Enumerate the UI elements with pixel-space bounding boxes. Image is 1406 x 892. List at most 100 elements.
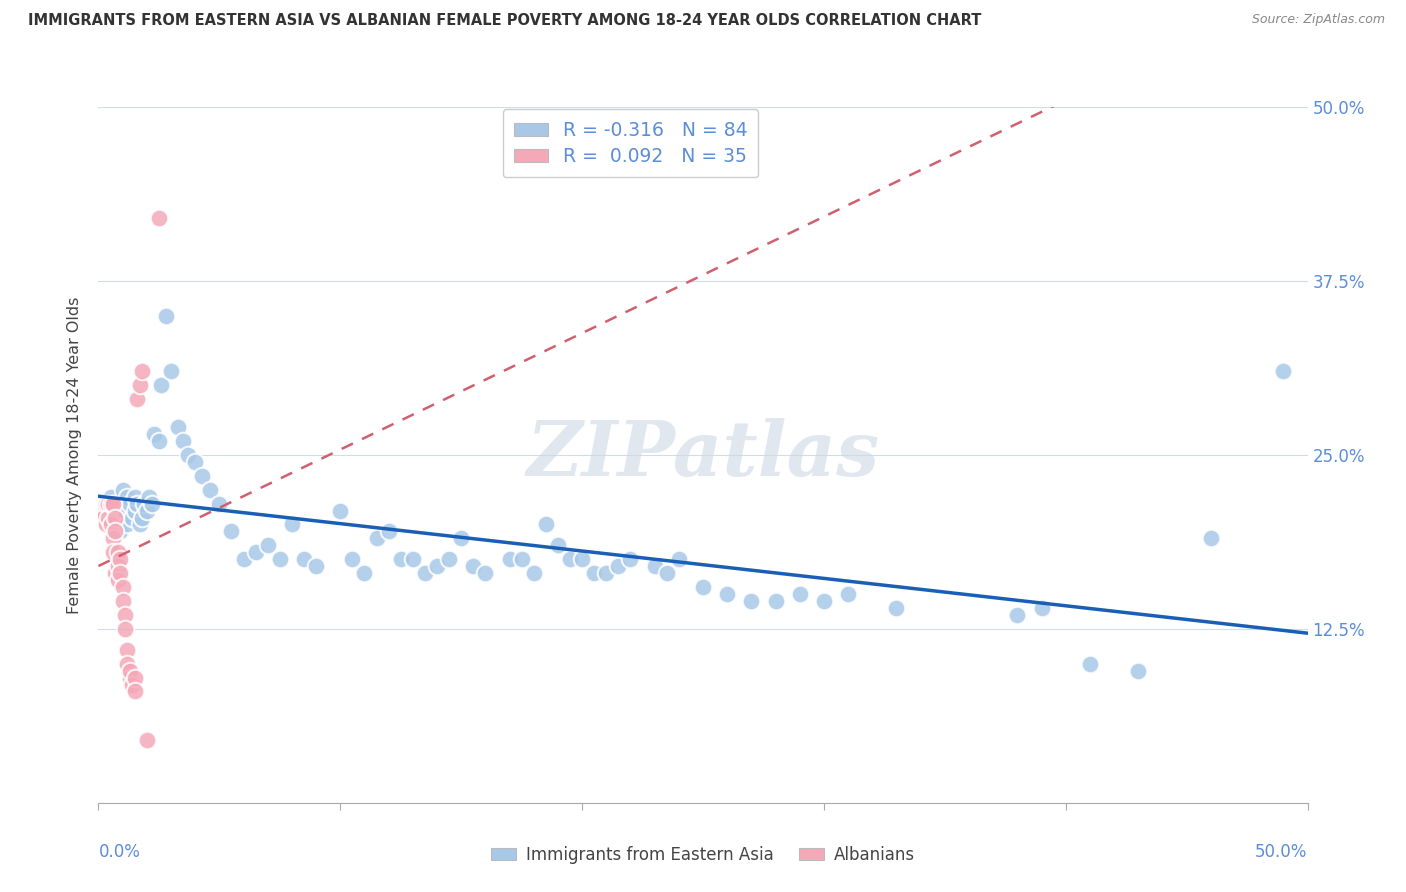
- Point: [101, 503, 124, 517]
- Point: [155, 309, 177, 323]
- Point: [100, 490, 122, 504]
- Point: [114, 503, 136, 517]
- Point: [111, 580, 134, 594]
- Point: [644, 559, 666, 574]
- Point: [107, 497, 129, 511]
- Point: [114, 607, 136, 622]
- Point: [148, 434, 170, 448]
- Text: IMMIGRANTS FROM EASTERN ASIA VS ALBANIAN FEMALE POVERTY AMONG 18-24 YEAR OLDS CO: IMMIGRANTS FROM EASTERN ASIA VS ALBANIAN…: [28, 13, 981, 29]
- Point: [765, 594, 787, 608]
- Point: [117, 642, 139, 657]
- Point: [107, 510, 129, 524]
- Point: [813, 594, 835, 608]
- Point: [269, 552, 291, 566]
- Point: [474, 566, 496, 581]
- Point: [198, 483, 221, 497]
- Point: [1078, 657, 1101, 671]
- Point: [305, 559, 328, 574]
- Point: [547, 538, 569, 552]
- Point: [111, 497, 134, 511]
- Y-axis label: Female Poverty Among 18-24 Year Olds: Female Poverty Among 18-24 Year Olds: [67, 296, 83, 614]
- Point: [160, 364, 183, 378]
- Point: [124, 671, 146, 685]
- Point: [124, 684, 146, 698]
- Point: [389, 552, 412, 566]
- Point: [583, 566, 606, 581]
- Point: [117, 517, 139, 532]
- Point: [789, 587, 811, 601]
- Point: [245, 545, 267, 559]
- Point: [128, 378, 150, 392]
- Point: [571, 552, 593, 566]
- Point: [101, 497, 124, 511]
- Point: [150, 378, 173, 392]
- Point: [329, 503, 352, 517]
- Point: [114, 622, 136, 636]
- Point: [124, 503, 146, 517]
- Point: [94, 517, 117, 532]
- Point: [167, 420, 190, 434]
- Point: [124, 490, 146, 504]
- Point: [118, 497, 141, 511]
- Point: [281, 517, 304, 532]
- Point: [111, 483, 134, 497]
- Point: [413, 566, 436, 581]
- Point: [886, 601, 908, 615]
- Point: [104, 566, 127, 581]
- Point: [716, 587, 738, 601]
- Point: [692, 580, 714, 594]
- Point: [108, 524, 131, 539]
- Text: 50.0%: 50.0%: [1256, 843, 1308, 861]
- Point: [655, 566, 678, 581]
- Point: [668, 552, 690, 566]
- Point: [107, 545, 129, 559]
- Point: [111, 594, 134, 608]
- Point: [256, 538, 278, 552]
- Point: [97, 497, 120, 511]
- Point: [104, 524, 127, 539]
- Point: [510, 552, 533, 566]
- Point: [121, 510, 143, 524]
- Point: [619, 552, 641, 566]
- Point: [523, 566, 546, 581]
- Point: [90, 503, 112, 517]
- Point: [837, 587, 859, 601]
- Point: [101, 545, 124, 559]
- Point: [463, 559, 485, 574]
- Point: [131, 364, 153, 378]
- Point: [1199, 532, 1222, 546]
- Point: [534, 517, 557, 532]
- Point: [450, 532, 472, 546]
- Point: [94, 497, 117, 511]
- Point: [94, 497, 117, 511]
- Point: [353, 566, 375, 581]
- Point: [104, 517, 127, 532]
- Point: [108, 566, 131, 581]
- Point: [128, 517, 150, 532]
- Point: [117, 657, 139, 671]
- Text: ZIPatlas: ZIPatlas: [526, 418, 880, 491]
- Legend: Immigrants from Eastern Asia, Albanians: Immigrants from Eastern Asia, Albanians: [485, 839, 921, 871]
- Point: [101, 532, 124, 546]
- Point: [127, 497, 149, 511]
- Point: [121, 677, 143, 691]
- Text: Source: ZipAtlas.com: Source: ZipAtlas.com: [1251, 13, 1385, 27]
- Point: [607, 559, 630, 574]
- Point: [184, 455, 207, 469]
- Point: [148, 211, 170, 226]
- Point: [558, 552, 581, 566]
- Point: [127, 392, 149, 407]
- Point: [1031, 601, 1053, 615]
- Point: [1007, 607, 1029, 622]
- Point: [108, 552, 131, 566]
- Point: [118, 664, 141, 678]
- Point: [595, 566, 617, 581]
- Point: [1272, 364, 1295, 378]
- Point: [172, 434, 194, 448]
- Point: [740, 594, 762, 608]
- Point: [118, 671, 141, 685]
- Point: [135, 733, 157, 747]
- Point: [232, 552, 254, 566]
- Point: [91, 510, 114, 524]
- Point: [191, 468, 214, 483]
